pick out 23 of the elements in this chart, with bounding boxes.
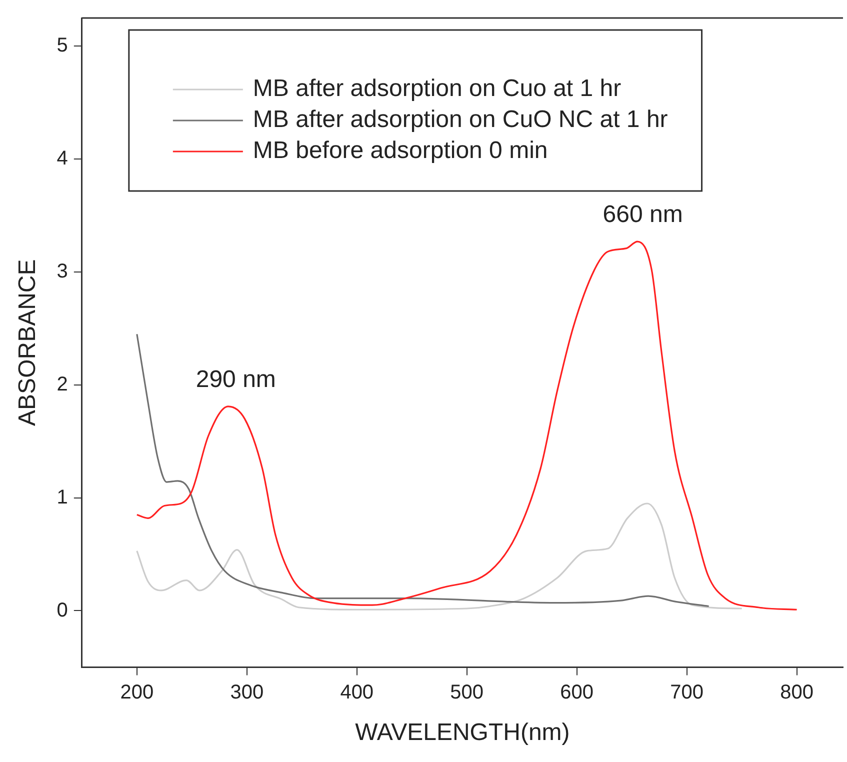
y-tick-label: 4	[56, 148, 68, 170]
x-tick-label: 200	[120, 682, 154, 704]
y-tick-label: 5	[56, 34, 68, 57]
x-tick-label: 600	[560, 682, 594, 704]
legend-label: MB after adsorption on Cuo at 1 hr	[252, 75, 622, 102]
x-tick-label: 300	[230, 682, 264, 704]
y-tick-label: 0	[56, 599, 68, 622]
x-tick-label: 700	[670, 682, 704, 704]
line-series	[136, 333, 710, 608]
line-series	[136, 502, 743, 610]
x-tick-label: 500	[450, 682, 484, 704]
y-tick-label: 3	[56, 260, 68, 283]
annotation: 660 nm	[602, 201, 683, 228]
legend-label: MB after adsorption on CuO NC at 1 hr	[252, 106, 668, 134]
annotation: 290 nm	[196, 366, 276, 394]
legend-label: MB before adsorption 0 min	[252, 137, 548, 164]
x-tick-label: 400	[340, 682, 374, 704]
y-tick-label: 1	[56, 486, 68, 508]
y-axis-title: ABSORBANCE	[14, 259, 42, 426]
x-axis-title: WAVELENGTH(nm)	[355, 719, 570, 746]
y-tick-label: 2	[56, 373, 68, 396]
line-series	[136, 240, 798, 610]
x-tick-label: 800	[780, 682, 814, 704]
